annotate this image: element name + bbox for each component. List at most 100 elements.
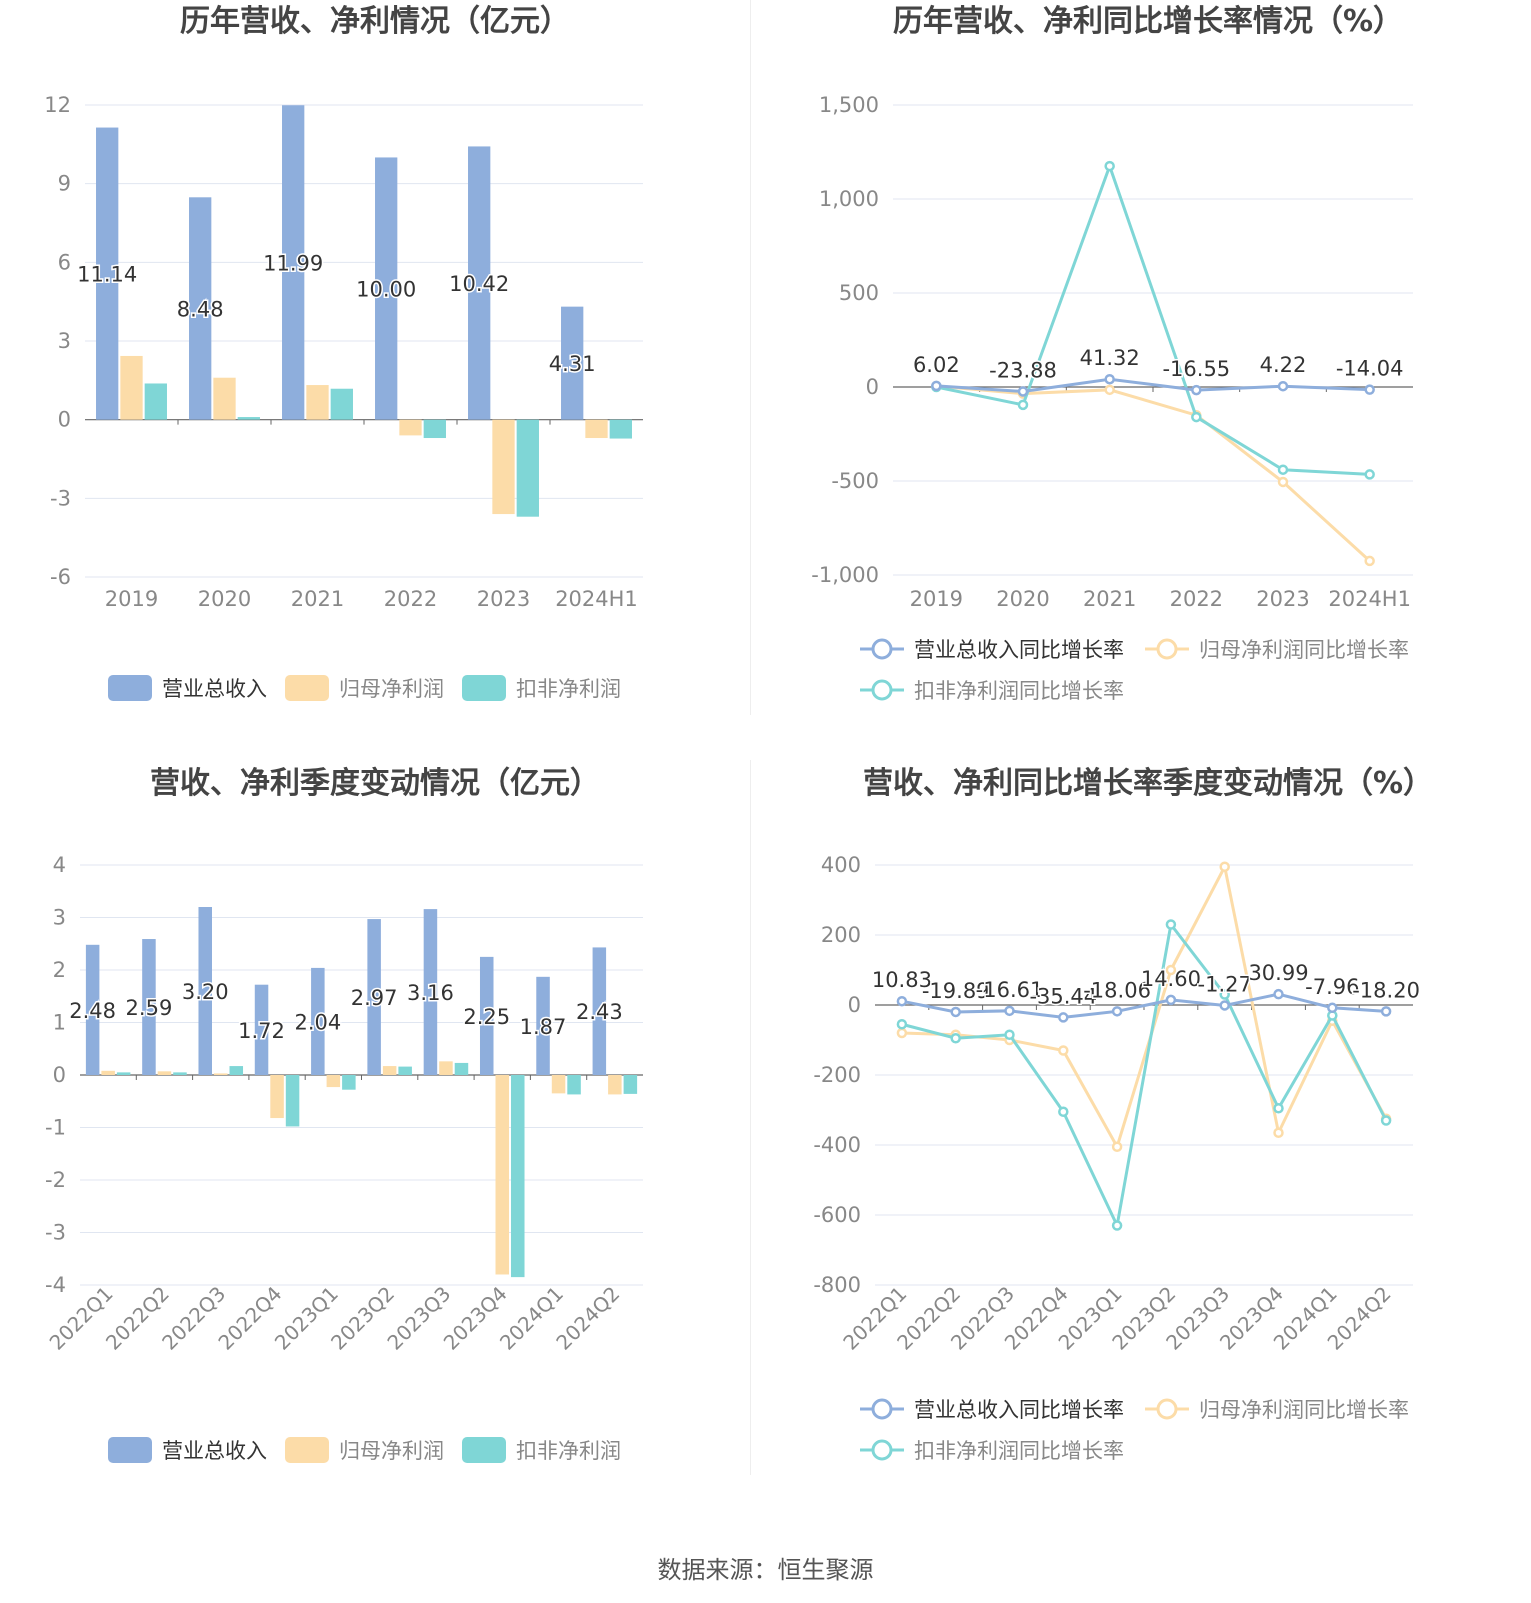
series-line	[936, 384, 1371, 563]
data-point	[1380, 1006, 1392, 1017]
x-tick-label: 2019	[105, 587, 158, 611]
annual-growth-panel: 历年营收、净利同比增长率情况（%） -1,000 -500 0 500 1,000 1,5…	[765, 0, 1531, 720]
data-point	[1058, 1106, 1069, 1117]
bar	[454, 1062, 469, 1075]
data-label: 10.83	[872, 968, 932, 992]
legend-label: 归母净利润	[339, 1439, 444, 1463]
data-point	[1191, 411, 1202, 423]
data-point	[1380, 1115, 1392, 1126]
y-tick-label: -4	[45, 1273, 66, 1297]
legend-label: 营业总收入同比增长率	[914, 1398, 1124, 1422]
data-point	[1191, 384, 1202, 396]
legend-label: 营业总收入	[162, 1439, 267, 1463]
y-tick-label: 6	[58, 250, 71, 274]
legend-label: 扣非净利润	[516, 677, 621, 701]
legend-swatch	[462, 675, 506, 701]
bar	[551, 1075, 566, 1094]
data-point	[1364, 469, 1375, 480]
chart-title: 历年营收、净利同比增长率情况（%）	[892, 4, 1404, 39]
bar	[439, 1061, 453, 1075]
legend-label: 扣非净利润同比增长率	[914, 1439, 1124, 1463]
data-point	[1104, 384, 1115, 396]
data-label: -16.55	[1162, 357, 1230, 381]
legend-swatch-marker	[1156, 1398, 1178, 1420]
bar	[306, 385, 329, 420]
bar	[511, 1075, 525, 1278]
data-point	[1058, 1012, 1069, 1023]
data-point	[1004, 1005, 1015, 1017]
data-point	[1219, 861, 1230, 872]
y-tick-label: 0	[866, 375, 879, 399]
y-tick-label: -600	[813, 1203, 861, 1227]
y-tick-label: -1	[45, 1116, 66, 1140]
bar	[367, 919, 381, 1075]
legend-swatch	[285, 675, 329, 701]
x-tick-label: 2023	[477, 587, 530, 611]
data-point	[1277, 380, 1289, 392]
data-label: 11.99	[263, 251, 323, 275]
series-line	[936, 377, 1370, 393]
chart-title: 营收、净利同比增长率季度变动情况（%）	[862, 766, 1434, 801]
data-point	[1273, 988, 1284, 1000]
data-point	[1104, 373, 1115, 385]
bar	[609, 419, 632, 439]
x-tick-label: 2021	[291, 587, 344, 611]
legend-swatch-marker	[871, 1398, 893, 1420]
data-point	[1364, 555, 1375, 567]
data-label: 2.48	[69, 999, 116, 1023]
bar	[382, 1066, 397, 1075]
y-tick-label: 0	[848, 993, 861, 1017]
data-point	[1017, 386, 1029, 397]
data-label: -18.20	[1352, 978, 1420, 1002]
legend-label: 营业总收入	[162, 677, 267, 701]
bar	[198, 907, 212, 1075]
bar	[516, 419, 539, 517]
data-source: 数据来源：恒生聚源	[657, 1556, 874, 1584]
annual-bar-chart: -6 -3 0 3 6 9 12 2019 2020 2021 2022 2023 2024H1 11.1…	[44, 93, 643, 701]
data-point	[896, 1027, 908, 1039]
y-tick-label: -2	[45, 1168, 66, 1192]
bar	[116, 1072, 131, 1075]
data-label: -14.04	[1336, 357, 1404, 381]
data-label: 2.04	[294, 1010, 341, 1034]
bar	[213, 1073, 228, 1075]
bar	[399, 419, 422, 436]
legend-label: 营业总收入同比增长率	[914, 638, 1124, 662]
chart-title: 历年营收、净利情况（亿元）	[180, 4, 570, 39]
bar	[173, 1072, 187, 1075]
bar	[608, 1075, 622, 1095]
bar	[229, 1066, 244, 1075]
vertical-divider	[750, 760, 751, 1475]
y-tick-label: 3	[58, 329, 71, 353]
legend-swatch	[108, 1437, 152, 1463]
data-point	[1165, 919, 1177, 930]
data-point	[950, 1033, 961, 1044]
bar	[270, 1075, 284, 1119]
vertical-divider	[750, 0, 751, 715]
bar	[254, 984, 269, 1075]
data-point	[1104, 160, 1115, 172]
data-point	[1273, 1127, 1284, 1138]
bar	[101, 1070, 115, 1075]
y-tick-label: 12	[44, 93, 71, 117]
y-tick-label: -3	[50, 486, 71, 510]
data-point	[931, 380, 942, 392]
data-label: 3.16	[407, 981, 454, 1005]
legend-label: 扣非净利润	[516, 1439, 621, 1463]
quarterly-bar-chart: -4-3-2-1012342022Q12022Q22022Q32022Q4202…	[45, 853, 643, 1463]
series-line	[901, 992, 1387, 1019]
bar	[144, 383, 167, 420]
x-tick-label: 2020	[198, 587, 251, 611]
bar	[623, 1075, 638, 1094]
data-label: -7.96	[1305, 975, 1359, 999]
data-label: 30.99	[1248, 961, 1308, 985]
data-label: 2.43	[576, 1000, 623, 1024]
data-point	[1111, 1006, 1123, 1017]
data-label: -19.89	[922, 979, 990, 1003]
legend-swatch-marker	[1156, 638, 1178, 660]
data-label: 14.60	[1141, 967, 1201, 991]
data-label: -35.44	[1029, 984, 1097, 1008]
bar	[142, 939, 156, 1075]
y-tick-label: 4	[53, 853, 66, 877]
data-label: 2.25	[463, 1005, 510, 1029]
